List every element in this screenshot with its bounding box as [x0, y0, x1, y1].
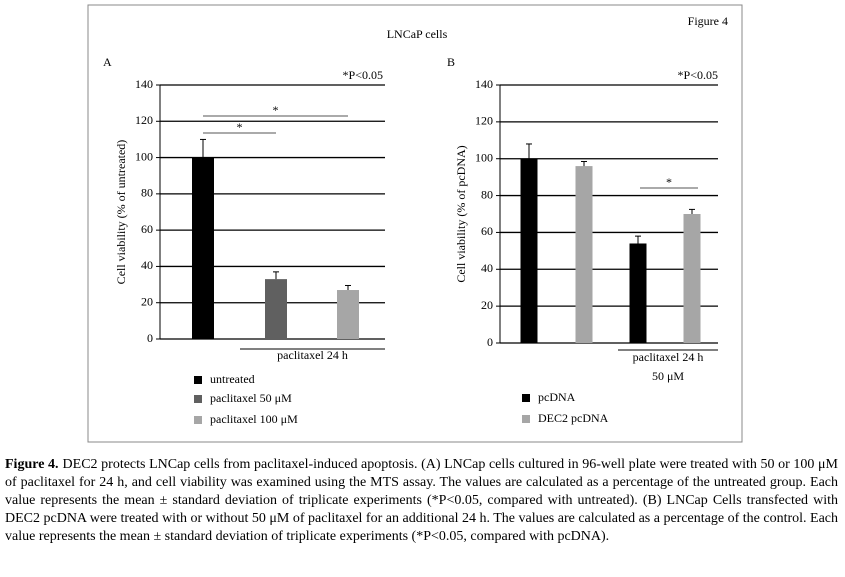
bar — [629, 243, 647, 343]
figure-title: LNCaP cells — [387, 27, 448, 41]
panel-label: A — [103, 55, 112, 69]
figure: Figure 4 LNCaP cells A *P<0.05 Cell viabil… — [87, 4, 743, 443]
y-tick-label: 40 — [141, 258, 153, 272]
y-tick-label: 100 — [475, 150, 493, 164]
legend-swatch — [194, 376, 202, 384]
y-tick-label: 120 — [135, 113, 153, 127]
legend-label: DEC2 pcDNA — [538, 411, 609, 425]
significance-note: *P<0.05 — [678, 68, 718, 82]
legend-label: paclitaxel 50 μM — [210, 391, 292, 405]
bar — [265, 279, 287, 339]
bar — [683, 214, 701, 343]
y-tick-label: 20 — [141, 294, 153, 308]
bar — [337, 290, 359, 339]
legend-label: pcDNA — [538, 390, 576, 404]
legend-swatch — [194, 416, 202, 424]
significance-label: * — [237, 120, 243, 134]
x-tick-label: paclitaxel 24 h 50 μM — [633, 350, 704, 383]
bar — [520, 158, 538, 343]
y-axis-title: Cell viability (% of pcDNA) — [454, 145, 468, 282]
y-tick-label: 0 — [487, 335, 493, 349]
y-tick-label: 0 — [147, 331, 153, 345]
x-group-label: paclitaxel 24 h — [277, 348, 348, 362]
y-axis-title: Cell viability (% of untreated) — [114, 140, 128, 285]
y-tick-label: 80 — [141, 186, 153, 200]
significance-label: * — [666, 175, 672, 189]
y-tick-label: 140 — [135, 77, 153, 91]
caption-label: Figure 4. — [5, 457, 59, 472]
caption: Figure 4. DEC2 protects LNCap cells from … — [5, 456, 838, 546]
significance-label: * — [273, 103, 279, 117]
legend-label: paclitaxel 100 μM — [210, 412, 298, 426]
significance-note: *P<0.05 — [343, 68, 383, 82]
y-tick-label: 120 — [475, 114, 493, 128]
legend-swatch — [522, 415, 530, 423]
panel-label: B — [447, 55, 455, 69]
bar — [192, 157, 214, 339]
y-tick-label: 20 — [481, 298, 493, 312]
y-tick-label: 140 — [475, 77, 493, 91]
y-tick-label: 40 — [481, 261, 493, 275]
figure-label: Figure 4 — [688, 14, 728, 28]
bar — [575, 166, 593, 343]
legend-label: untreated — [210, 372, 255, 386]
y-tick-label: 80 — [481, 187, 493, 201]
caption-text: DEC2 protects LNCap cells from paclitaxe… — [5, 457, 838, 544]
legend-swatch — [194, 395, 202, 403]
y-tick-label: 100 — [135, 149, 153, 163]
figure-frame — [87, 4, 743, 443]
y-tick-label: 60 — [481, 224, 493, 238]
legend-swatch — [522, 394, 530, 402]
y-tick-label: 60 — [141, 222, 153, 236]
